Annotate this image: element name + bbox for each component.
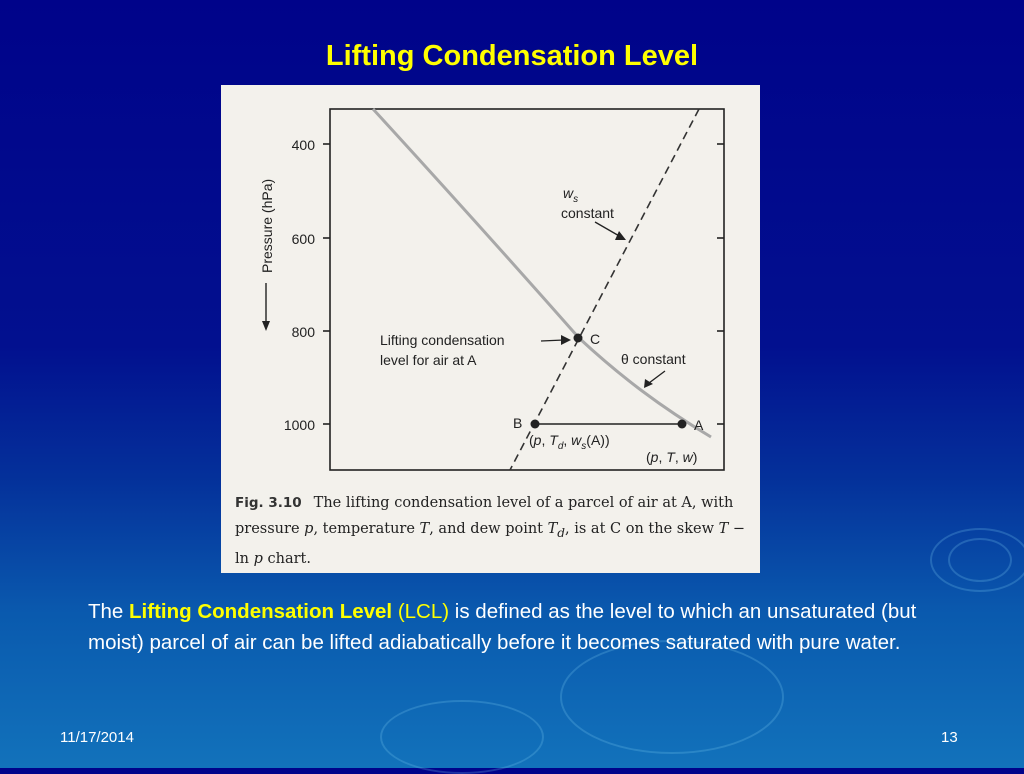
- point-b-coords: (p, Td, ws(A)): [529, 432, 610, 452]
- slide-title: Lifting Condensation Level: [325, 40, 699, 72]
- ws-constant-label: constant: [561, 205, 614, 221]
- lcl-term: Lifting Condensation Level: [129, 600, 393, 623]
- point-b-label: B: [513, 415, 522, 431]
- ws-label: ws: [563, 185, 578, 205]
- point-c-label: C: [590, 331, 600, 347]
- ws-constant-line: [509, 108, 700, 471]
- slide-number: 13: [941, 729, 958, 746]
- lcl-figure: 400 600 800 1000 Pressure (hPa) ws const…: [221, 85, 760, 573]
- theta-constant-label: θ constant: [621, 351, 686, 367]
- water-ripple-decoration: [380, 700, 544, 774]
- skew-t-diagram: 400 600 800 1000 Pressure (hPa) ws const…: [259, 107, 725, 471]
- theta-constant-curve: [371, 107, 712, 439]
- y-tick-label: 1000: [284, 417, 315, 433]
- y-tick-label: 400: [292, 137, 316, 153]
- point-c-marker: [573, 333, 583, 343]
- y-tick-label: 600: [292, 231, 316, 247]
- y-axis-label: Pressure (hPa): [259, 179, 275, 273]
- point-b-marker: [530, 419, 540, 429]
- point-a-label: A: [694, 417, 704, 433]
- y-tick-label: 800: [292, 324, 316, 340]
- lcl-label-line2: level for air at A: [380, 352, 477, 368]
- lcl-definition: The Lifting Condensation Level (LCL) is …: [88, 600, 917, 654]
- water-ripple-decoration: [930, 528, 1024, 592]
- lcl-abbreviation: (LCL): [392, 600, 450, 623]
- point-a-coords: (p, T, w): [646, 449, 697, 465]
- lcl-label-line1: Lifting condensation: [380, 332, 505, 348]
- figure-caption: Fig. 3.10 The lifting condensation level …: [235, 495, 746, 567]
- slide-date: 11/17/2014: [60, 729, 134, 746]
- figure-number: Fig. 3.10: [235, 495, 302, 511]
- plot-frame: [329, 108, 725, 471]
- water-ripple-decoration: [560, 640, 784, 754]
- point-a-marker: [677, 419, 687, 429]
